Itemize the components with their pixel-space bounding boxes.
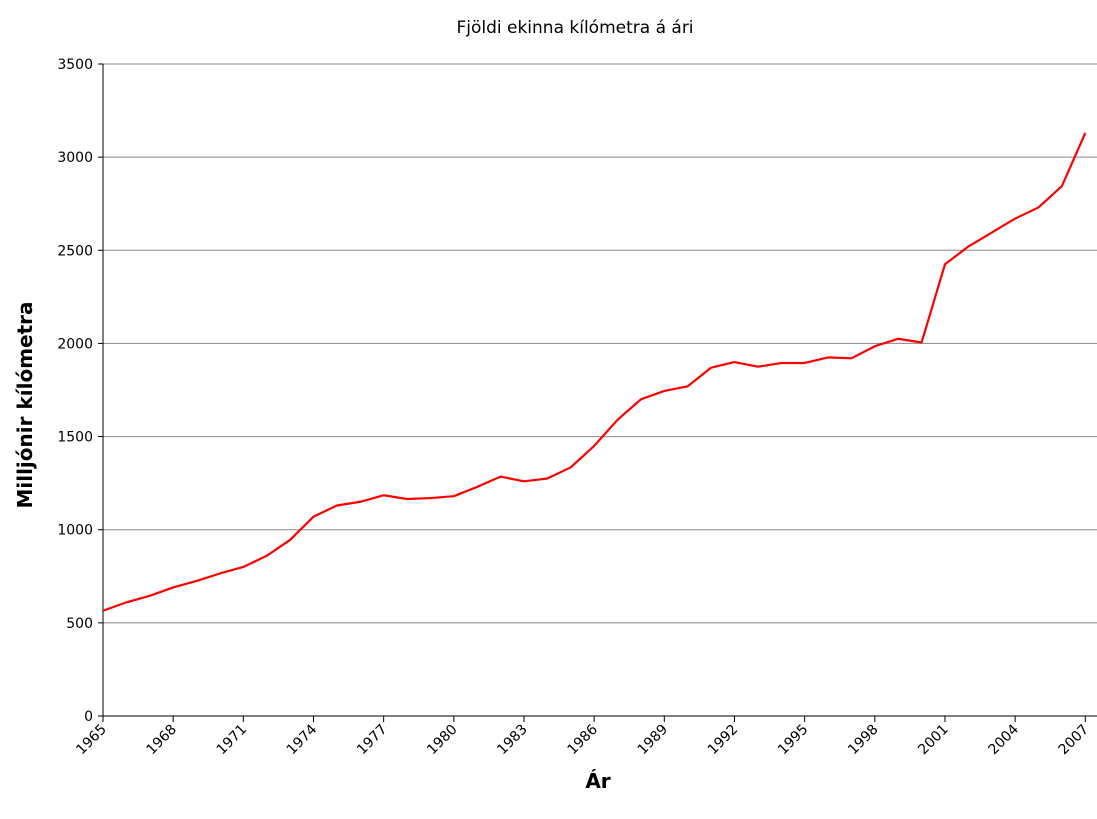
x-tick-label: 2001 bbox=[915, 722, 952, 759]
y-tick-label: 2500 bbox=[57, 243, 93, 259]
x-axis-label: Ár bbox=[585, 769, 610, 793]
x-tick-label: 1980 bbox=[424, 722, 461, 759]
data-line bbox=[102, 132, 1087, 612]
x-tick-label: 1995 bbox=[775, 722, 812, 759]
y-tick-label: 2000 bbox=[57, 336, 93, 352]
x-tick-label: 1974 bbox=[284, 721, 321, 758]
x-tick-label: 1971 bbox=[214, 722, 251, 759]
x-tick-label: 1989 bbox=[635, 722, 672, 759]
x-tick-label: 1983 bbox=[494, 722, 531, 759]
x-tick-label: 1986 bbox=[564, 721, 601, 758]
y-tick-label: 1500 bbox=[57, 430, 93, 446]
x-tick-label: 2004 bbox=[985, 721, 1022, 758]
y-axis-label: Milljónir kílómetra bbox=[13, 301, 37, 508]
y-tick-label: 1000 bbox=[57, 523, 93, 539]
x-tick-label: 1965 bbox=[73, 722, 110, 759]
x-tick-label: 1977 bbox=[354, 722, 391, 759]
x-tick-label: 2007 bbox=[1056, 722, 1093, 759]
y-tick-label: 3500 bbox=[57, 57, 93, 73]
y-tick-label: 3000 bbox=[57, 150, 93, 166]
chart-title: Fjöldi ekinna kílómetra á ári bbox=[456, 18, 693, 38]
x-tick-label: 1992 bbox=[705, 722, 742, 759]
x-tick-label: 1998 bbox=[845, 722, 882, 759]
y-tick-label: 0 bbox=[84, 709, 93, 725]
x-tick-label: 1968 bbox=[143, 722, 180, 759]
y-tick-label: 500 bbox=[66, 616, 93, 632]
